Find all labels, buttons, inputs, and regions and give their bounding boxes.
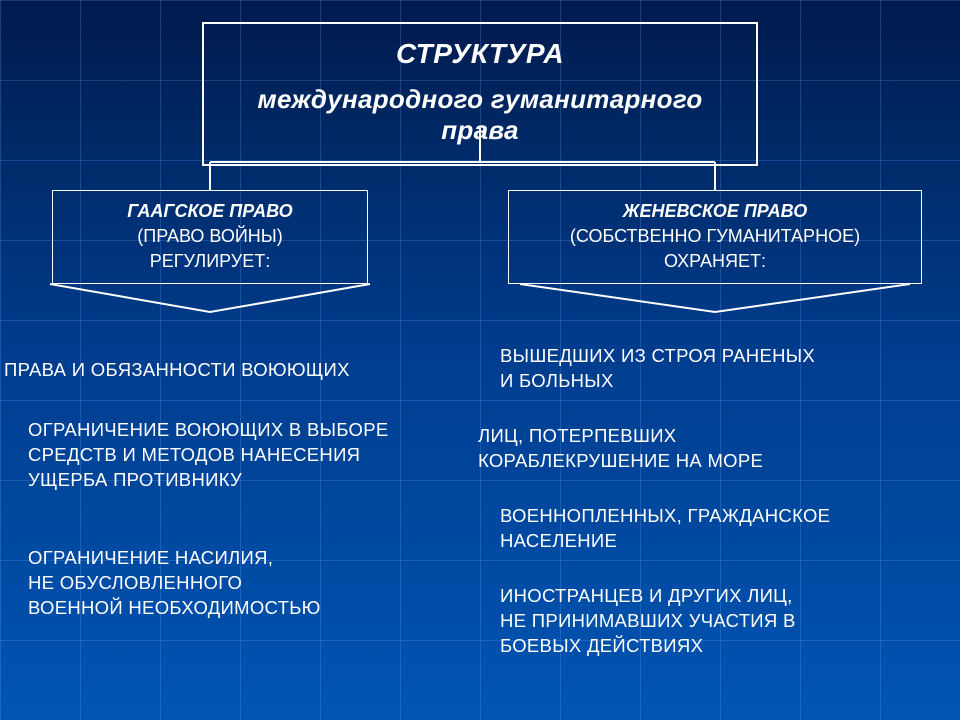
left-branch-title: ГААГСКОЕ ПРАВО (71, 199, 349, 224)
right-item-2: ВОЕННОПЛЕННЫХ, ГРАЖДАНСКОЕ НАСЕЛЕНИЕ (500, 504, 830, 554)
title-box: СТРУКТУРА международного гуманитарного п… (202, 22, 758, 166)
right-item-1: ЛИЦ, ПОТЕРПЕВШИХ КОРАБЛЕКРУШЕНИЕ НА МОРЕ (478, 424, 763, 474)
left-item-1: ОГРАНИЧЕНИЕ ВОЮЮЩИХ В ВЫБОРЕ СРЕДСТВ И М… (28, 418, 389, 493)
left-item-2: ОГРАНИЧЕНИЕ НАСИЛИЯ, НЕ ОБУСЛОВЛЕННОГО В… (28, 546, 321, 621)
right-branch-sub2: ОХРАНЯЕТ: (527, 249, 903, 274)
right-item-0: ВЫШЕДШИХ ИЗ СТРОЯ РАНЕНЫХ И БОЛЬНЫХ (500, 344, 815, 394)
right-branch-box: ЖЕНЕВСКОЕ ПРАВО (СОБСТВЕННО ГУМАНИТАРНОЕ… (508, 190, 922, 284)
title-line1: СТРУКТУРА (234, 38, 726, 70)
right-item-3: ИНОСТРАНЦЕВ И ДРУГИХ ЛИЦ, НЕ ПРИНИМАВШИХ… (500, 584, 796, 659)
left-branch-sub2: РЕГУЛИРУЕТ: (71, 249, 349, 274)
right-branch-sub1: (СОБСТВЕННО ГУМАНИТАРНОЕ) (527, 224, 903, 249)
left-branch-sub1: (ПРАВО ВОЙНЫ) (71, 224, 349, 249)
left-branch-box: ГААГСКОЕ ПРАВО (ПРАВО ВОЙНЫ) РЕГУЛИРУЕТ: (52, 190, 368, 284)
left-item-0: ПРАВА И ОБЯЗАННОСТИ ВОЮЮЩИХ (4, 358, 350, 383)
title-line2: международного гуманитарного права (234, 84, 726, 146)
right-branch-title: ЖЕНЕВСКОЕ ПРАВО (527, 199, 903, 224)
